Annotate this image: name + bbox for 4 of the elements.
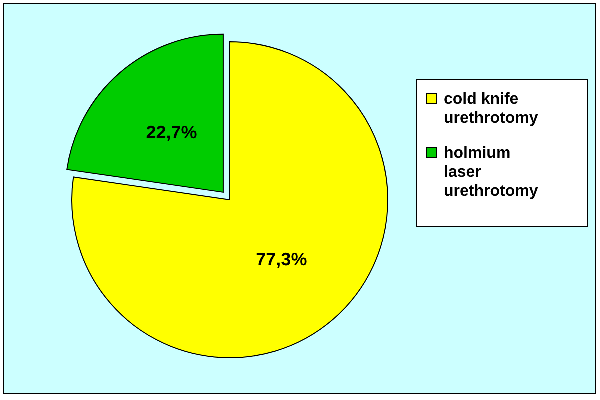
- legend-label: holmium laser urethrotomy: [444, 145, 538, 200]
- data-label: 22,7%: [146, 122, 198, 143]
- data-label: 77,3%: [256, 250, 308, 270]
- legend-label: cold knife urethrotomy: [444, 91, 538, 127]
